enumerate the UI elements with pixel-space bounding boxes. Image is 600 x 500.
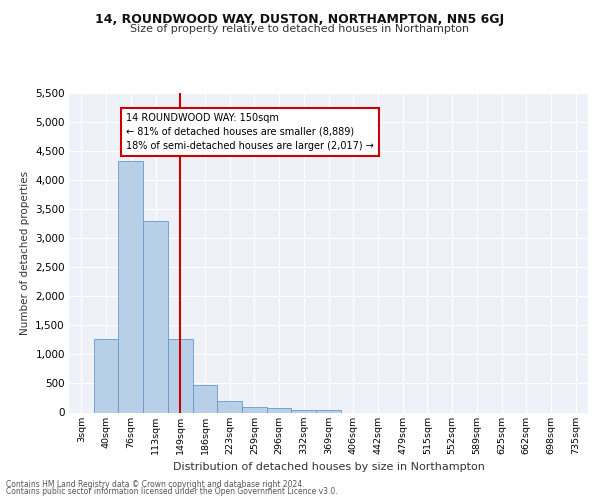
- Text: Contains public sector information licensed under the Open Government Licence v3: Contains public sector information licen…: [6, 487, 338, 496]
- Bar: [143, 220, 168, 412]
- Bar: [193, 384, 217, 412]
- Bar: [242, 408, 267, 412]
- Bar: [168, 338, 193, 412]
- Bar: [94, 338, 118, 412]
- Text: Size of property relative to detached houses in Northampton: Size of property relative to detached ho…: [130, 24, 470, 34]
- Bar: [316, 410, 341, 412]
- Bar: [118, 160, 143, 412]
- Text: 14 ROUNDWOOD WAY: 150sqm
← 81% of detached houses are smaller (8,889)
18% of sem: 14 ROUNDWOOD WAY: 150sqm ← 81% of detach…: [126, 113, 374, 151]
- Bar: [292, 410, 316, 412]
- Text: Contains HM Land Registry data © Crown copyright and database right 2024.: Contains HM Land Registry data © Crown c…: [6, 480, 305, 489]
- Y-axis label: Number of detached properties: Number of detached properties: [20, 170, 29, 334]
- Bar: [267, 408, 292, 412]
- X-axis label: Distribution of detached houses by size in Northampton: Distribution of detached houses by size …: [173, 462, 484, 472]
- Text: 14, ROUNDWOOD WAY, DUSTON, NORTHAMPTON, NN5 6GJ: 14, ROUNDWOOD WAY, DUSTON, NORTHAMPTON, …: [95, 12, 505, 26]
- Bar: [217, 401, 242, 412]
